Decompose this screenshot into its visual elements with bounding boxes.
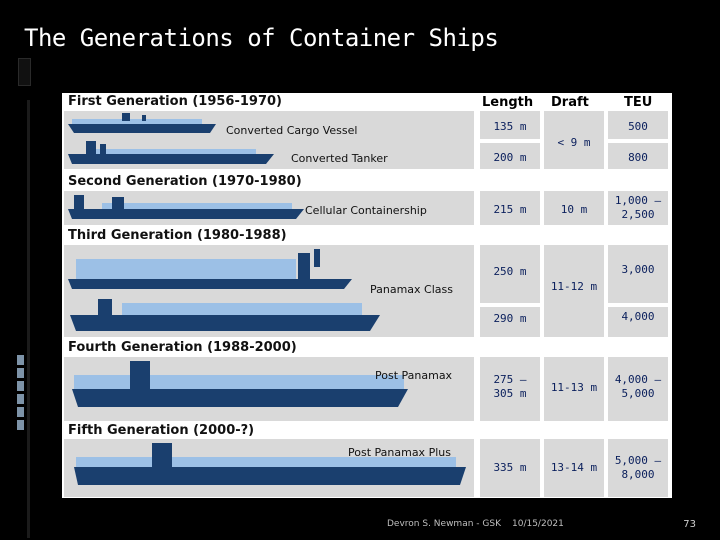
left-rail [27,100,30,538]
post-panamax-plus-teu-line2: 8,000 [621,468,655,481]
container-ship-generations-table: Length Draft TEU First Generation (1956-… [62,93,672,498]
panamax-ship-icon [68,249,352,289]
gen5-ships [74,443,466,485]
footer-date: 10/15/2021 [512,519,564,529]
post-panamax-ship-icon [72,361,408,407]
page-number: 73 [683,519,696,530]
cellular-teu-line1: 1,000 – [614,194,662,207]
tanker-length: 200 m [493,151,527,164]
panamax-length-250: 250 m [493,265,527,278]
post-panamax-teu-line1: 4,000 – [614,373,662,386]
post-panamax-teu-line2: 5,000 [621,387,655,400]
panamax-teu-4000: 4,000 [621,310,655,323]
teu-header: TEU [624,95,653,110]
panamax-draft: 11-12 m [550,280,598,293]
post-panamax-plus-ship-icon [74,443,466,485]
gen4-ships [72,361,408,407]
post-panamax-label: Post Panamax [375,369,453,382]
cellular-teu-line2: 2,500 [621,208,655,221]
draft-header: Draft [551,95,589,110]
cellular-draft: 10 m [560,203,588,216]
converted-cargo-label: Converted Cargo Vessel [226,124,358,137]
tanker-teu: 800 [628,151,648,164]
cellular-label: Cellular Containership [305,204,427,217]
gen3-header: Third Generation (1980-1988) [64,228,474,244]
converted-cargo-ship-icon [68,113,216,133]
side-decoration [17,355,25,433]
first-gen-draft: < 9 m [557,136,591,149]
gen1-header: First Generation (1956-1970) [64,94,364,110]
post-panamax-length-line2: 305 m [493,387,527,400]
footer-author: Devron S. Newman - GSK [387,519,501,529]
post-panamax-plus-teu-line1: 5,000 – [614,454,662,467]
cargo-length: 135 m [493,120,527,133]
panamax-large-ship-icon [70,299,380,331]
length-header: Length [482,95,534,110]
title-accent-bar [18,58,31,86]
converted-tanker-label: Converted Tanker [291,152,388,165]
panamax-teu-3000: 3,000 [621,263,655,276]
panamax-length-290: 290 m [493,312,527,325]
gen2-header: Second Generation (1970-1980) [64,174,474,190]
gen5-header: Fifth Generation (2000-?) [64,423,474,439]
cargo-teu: 500 [628,120,648,133]
post-panamax-plus-length: 335 m [493,461,527,474]
post-panamax-draft: 11-13 m [550,381,598,394]
gen1-ships [68,113,274,164]
converted-tanker-ship-icon [68,141,274,164]
post-panamax-plus-draft: 13-14 m [550,461,598,474]
gen2-ships [68,195,304,219]
post-panamax-length-line1: 275 – [493,373,527,386]
panamax-label: Panamax Class [370,283,453,296]
post-panamax-plus-label: Post Panamax Plus [348,446,451,459]
gen3-ships [68,249,380,331]
slide-title: The Generations of Container Ships [24,24,499,52]
gen4-header: Fourth Generation (1988-2000) [64,340,474,356]
cellular-containership-icon [68,195,304,219]
cellular-length: 215 m [493,203,527,216]
